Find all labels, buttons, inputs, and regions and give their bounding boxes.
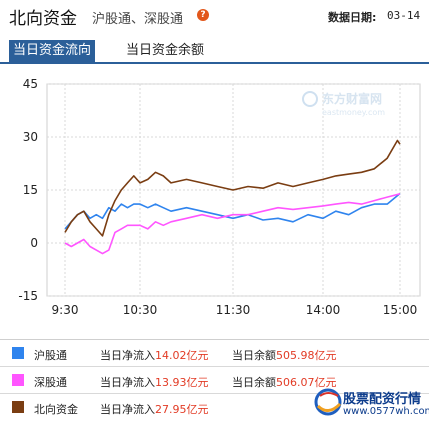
site-logo-name: 股票配资行情 (343, 392, 422, 407)
watermark-url: eastmoney.com (322, 108, 385, 117)
legend-flow: 当日净流入13.93亿元 (100, 376, 209, 389)
series-line-1 (64, 193, 401, 255)
tab-daily-balance[interactable]: 当日资金余额 (126, 43, 205, 58)
y-tick-label: 15 (23, 183, 38, 197)
y-tick-label: -15 (18, 289, 38, 303)
series-line-2 (64, 139, 401, 237)
x-tick-label: 10:30 (123, 303, 158, 317)
x-tick-label: 9:30 (52, 303, 79, 317)
legend-row-hgt: 沪股通 当日净流入14.02亿元 当日余额505.98亿元 (0, 340, 429, 367)
y-tick-label: 45 (23, 77, 38, 91)
legend-swatch-sgt (12, 374, 24, 386)
legend-balance: 当日余额505.98亿元 (232, 349, 337, 362)
date-value: 03-14 (387, 9, 421, 22)
legend-swatch-hgt (12, 347, 24, 359)
x-axis-ticks: 9:30 10:30 11:30 14:00 15:00 (52, 303, 418, 317)
legend-name: 深股通 (34, 376, 67, 389)
legend-row-sgt: 深股通 当日净流入13.93亿元 当日余额506.07亿元 (0, 367, 429, 394)
tab-bar: 当日资金流向 当日资金余额 (0, 40, 429, 64)
date-label: 数据日期: (328, 11, 377, 24)
y-axis-ticks: 45 30 15 0 -15 (18, 77, 38, 303)
series-line-0 (64, 192, 401, 230)
grid (46, 83, 421, 297)
site-logo-url: www.0577wh.com (343, 406, 429, 417)
legend-balance: 当日余额506.07亿元 (232, 376, 337, 389)
legend-swatch-north (12, 401, 24, 413)
site-logo-icon (314, 388, 342, 416)
page-title: 北向资金 (9, 9, 77, 29)
legend-name: 北向资金 (34, 403, 78, 416)
y-tick-label: 0 (30, 236, 38, 250)
x-tick-label: 11:30 (216, 303, 251, 317)
header: 北向资金 沪股通、深股通 ? 数据日期: 03-14 (0, 0, 429, 32)
north-flow-chart: 东方财富网 eastmoney.com 45 30 15 0 -15 9:30 10:30… (18, 77, 421, 317)
legend-flow: 当日净流入27.95亿元 (100, 403, 209, 416)
watermark-brand: 东方财富网 (322, 91, 382, 106)
watermark: 东方财富网 eastmoney.com (302, 91, 385, 117)
legend-row-north: 北向资金 当日净流入27.95亿元 (0, 394, 429, 420)
series-lines (64, 139, 401, 255)
tab-daily-flow[interactable]: 当日资金流向 (9, 40, 96, 62)
legend-name: 沪股通 (34, 349, 67, 362)
legend: 沪股通 当日净流入14.02亿元 当日余额505.98亿元 深股通 当日净流入1… (0, 339, 429, 416)
watermark-logo-icon (302, 91, 318, 107)
legend-flow: 当日净流入14.02亿元 (100, 349, 209, 362)
x-tick-label: 15:00 (383, 303, 418, 317)
x-tick-label: 14:00 (306, 303, 341, 317)
y-tick-label: 30 (23, 130, 38, 144)
page-subtitle: 沪股通、深股通 (92, 12, 184, 27)
help-icon[interactable]: ? (197, 9, 209, 21)
